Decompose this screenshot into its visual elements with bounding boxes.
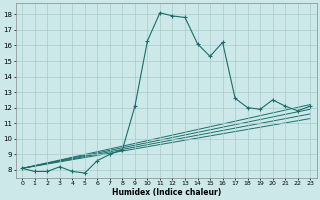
X-axis label: Humidex (Indice chaleur): Humidex (Indice chaleur) xyxy=(112,188,221,197)
